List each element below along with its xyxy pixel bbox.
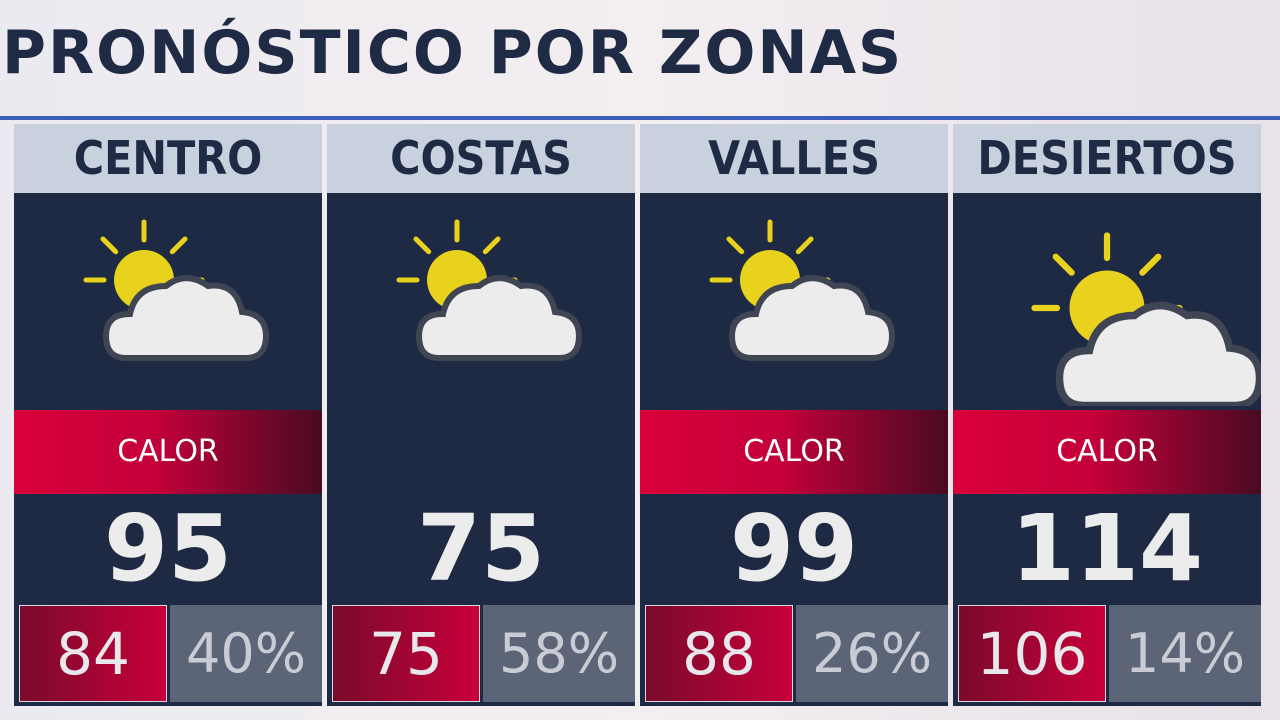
- weather-icon: [709, 219, 896, 361]
- low-temp: 106: [958, 605, 1106, 702]
- alert-band: CALOR: [640, 410, 948, 494]
- icon-box: [327, 196, 635, 406]
- zone-name: VALLES: [640, 124, 948, 193]
- weather-icon: [1031, 232, 1264, 410]
- icon-box: [14, 196, 322, 406]
- cloud: [728, 275, 896, 361]
- title: PRONÓSTICO POR ZONAS: [2, 18, 904, 88]
- icon-box: [640, 196, 948, 406]
- cloud: [1055, 301, 1264, 410]
- high-temp: 99: [729, 495, 859, 602]
- zone-name: COSTAS: [327, 124, 635, 193]
- low-temp: 75: [332, 605, 480, 702]
- alert-band: CALOR: [14, 410, 322, 494]
- low-temp: 84: [19, 605, 167, 702]
- zone-name: CENTRO: [14, 124, 322, 193]
- high-temp: 114: [1010, 495, 1204, 602]
- humidity: 26%: [796, 605, 948, 702]
- humidity: 14%: [1109, 605, 1261, 702]
- weather-icon: [83, 219, 270, 361]
- high-temp: 95: [103, 495, 233, 602]
- cloud: [415, 275, 583, 361]
- cloud: [102, 275, 270, 361]
- high-temp: 75: [416, 495, 546, 602]
- humidity: 40%: [170, 605, 322, 702]
- zone-panel: COSTAS 75 75 58%: [327, 124, 635, 706]
- icon-box: [953, 196, 1264, 410]
- zone-name: DESIERTOS: [953, 124, 1261, 193]
- zone-panel: DESIERTOS CALOR 114 106 14%: [953, 124, 1264, 706]
- weather-icon: [396, 219, 583, 361]
- zone-panel: CENTRO CALOR 95 84 40%: [14, 124, 322, 706]
- zone-panel: VALLES CALOR 99 88 26%: [640, 124, 948, 706]
- low-temp: 88: [645, 605, 793, 702]
- humidity: 58%: [483, 605, 635, 702]
- divider: [0, 116, 1280, 120]
- alert-band: CALOR: [953, 410, 1261, 494]
